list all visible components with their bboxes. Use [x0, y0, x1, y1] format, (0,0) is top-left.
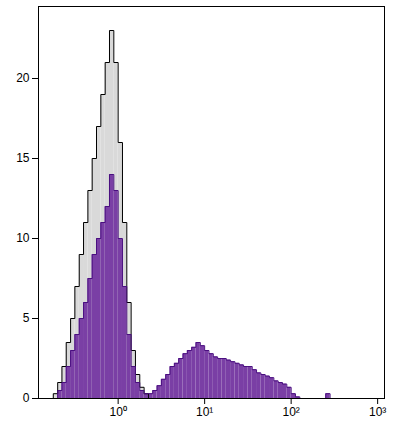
svg-text:5: 5	[23, 311, 30, 325]
svg-text:15: 15	[16, 151, 30, 165]
svg-text:10¹: 10¹	[196, 405, 213, 419]
svg-text:10⁰: 10⁰	[109, 405, 126, 419]
svg-text:10: 10	[16, 231, 30, 245]
svg-text:10²: 10²	[282, 405, 299, 419]
svg-text:20: 20	[16, 71, 30, 85]
svg-text:10³: 10³	[369, 405, 386, 419]
svg-text:0: 0	[23, 391, 30, 405]
